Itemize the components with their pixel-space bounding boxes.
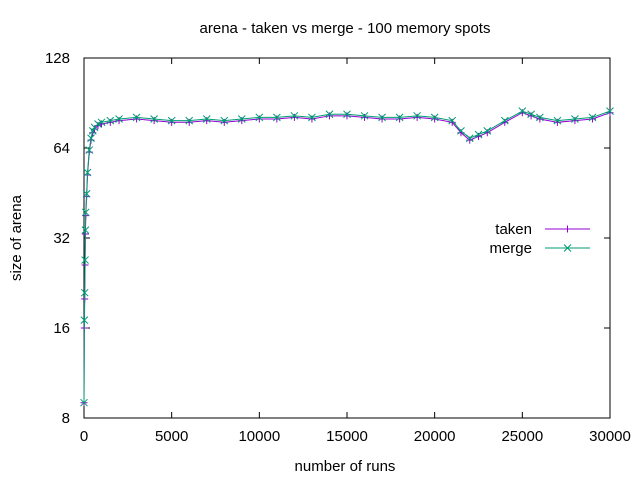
data-point-merge	[83, 168, 92, 177]
legend-marker-merge	[563, 244, 572, 252]
data-point-taken	[290, 113, 298, 121]
data-point-merge	[483, 127, 492, 135]
data-point-merge	[81, 226, 90, 234]
data-point-merge	[378, 113, 386, 122]
series-layer	[80, 107, 614, 407]
data-point-merge	[97, 118, 106, 127]
plot-border	[83, 57, 611, 419]
series-merge	[80, 107, 614, 407]
data-point-merge	[80, 316, 89, 324]
data-point-merge	[474, 130, 483, 139]
data-point-taken	[378, 115, 386, 123]
data-point-merge	[430, 113, 439, 122]
x-axis-label: number of runs	[295, 458, 396, 475]
y-axis-label: size of arena	[8, 194, 25, 281]
plot-frame	[83, 57, 611, 419]
data-point-merge	[413, 111, 421, 120]
data-point-taken	[325, 112, 333, 120]
x-tick-label: 20000	[414, 428, 456, 445]
data-point-merge	[185, 116, 194, 125]
data-point-taken	[343, 112, 351, 120]
y-tick-label: 64	[53, 140, 70, 157]
data-point-taken	[308, 115, 316, 123]
data-point-taken	[413, 113, 421, 121]
legend-label-merge: merge	[489, 240, 532, 257]
data-point-taken	[255, 115, 263, 123]
data-point-taken	[571, 117, 579, 125]
y-tick-label: 128	[45, 50, 70, 67]
data-point-merge	[500, 116, 509, 125]
data-point-merge	[536, 113, 544, 122]
data-point-merge	[237, 115, 246, 123]
data-point-merge	[132, 113, 141, 122]
data-point-merge	[571, 115, 579, 123]
data-point-merge	[150, 115, 158, 123]
x-tick-label: 5000	[155, 428, 188, 445]
data-point-merge	[395, 113, 404, 122]
data-point-merge	[255, 113, 264, 122]
data-point-merge	[220, 116, 229, 125]
x-tick-label: 0	[80, 428, 88, 445]
chart-title: arena - taken vs merge - 100 memory spot…	[200, 20, 491, 37]
data-point-merge	[115, 115, 123, 123]
data-point-taken	[396, 115, 404, 123]
legend-marker-taken	[564, 225, 571, 233]
data-point-merge	[81, 256, 89, 264]
x-tick-label: 15000	[326, 428, 368, 445]
data-point-merge	[106, 116, 115, 125]
data-point-merge	[457, 127, 465, 135]
data-point-merge	[553, 116, 562, 125]
data-point-merge	[465, 134, 474, 143]
data-point-merge	[202, 115, 211, 123]
data-point-merge	[527, 110, 535, 119]
x-tick-label: 25000	[501, 428, 543, 445]
x-tick-label: 30000	[589, 428, 631, 445]
data-point-taken	[238, 117, 246, 125]
data-point-taken	[431, 115, 439, 123]
data-point-merge	[308, 113, 316, 122]
x-axis: 0 5000 10000 15000 20000 25000 30000	[80, 58, 631, 445]
data-point-merge	[448, 116, 457, 125]
data-point-taken	[273, 115, 281, 123]
data-point-taken	[168, 118, 176, 126]
data-point-taken	[606, 109, 614, 117]
data-point-taken	[588, 115, 596, 123]
data-point-merge	[80, 288, 89, 297]
data-point-taken	[361, 113, 369, 121]
legend-label-taken: taken	[495, 221, 532, 238]
y-tick-label: 16	[53, 320, 70, 337]
data-point-merge	[606, 107, 614, 116]
data-point-merge	[273, 113, 281, 122]
data-point-merge	[360, 111, 369, 120]
data-point-merge	[518, 107, 527, 116]
data-point-merge	[290, 111, 299, 120]
data-point-merge	[85, 146, 94, 154]
data-point-merge	[81, 208, 90, 217]
series-line-taken	[83, 112, 611, 403]
data-point-taken	[150, 117, 158, 125]
data-point-taken	[527, 112, 535, 120]
data-point-taken	[115, 117, 123, 125]
legend: taken merge	[489, 221, 590, 257]
data-point-merge	[325, 110, 334, 119]
data-point-taken	[203, 117, 211, 125]
data-point-taken	[185, 118, 193, 126]
data-point-taken	[220, 118, 228, 126]
data-point-taken	[133, 115, 141, 123]
data-point-merge	[343, 110, 351, 119]
x-tick-label: 10000	[238, 428, 280, 445]
data-point-taken	[536, 115, 544, 123]
data-point-merge	[80, 398, 88, 407]
y-tick-label: 8	[62, 410, 70, 427]
y-tick-label: 32	[53, 230, 70, 247]
data-point-merge	[167, 116, 176, 125]
series-taken	[80, 109, 614, 407]
y-axis: 8 16 32 64 128	[45, 50, 610, 427]
data-point-merge	[588, 113, 597, 122]
data-point-merge	[87, 134, 95, 143]
data-point-merge	[82, 189, 91, 198]
